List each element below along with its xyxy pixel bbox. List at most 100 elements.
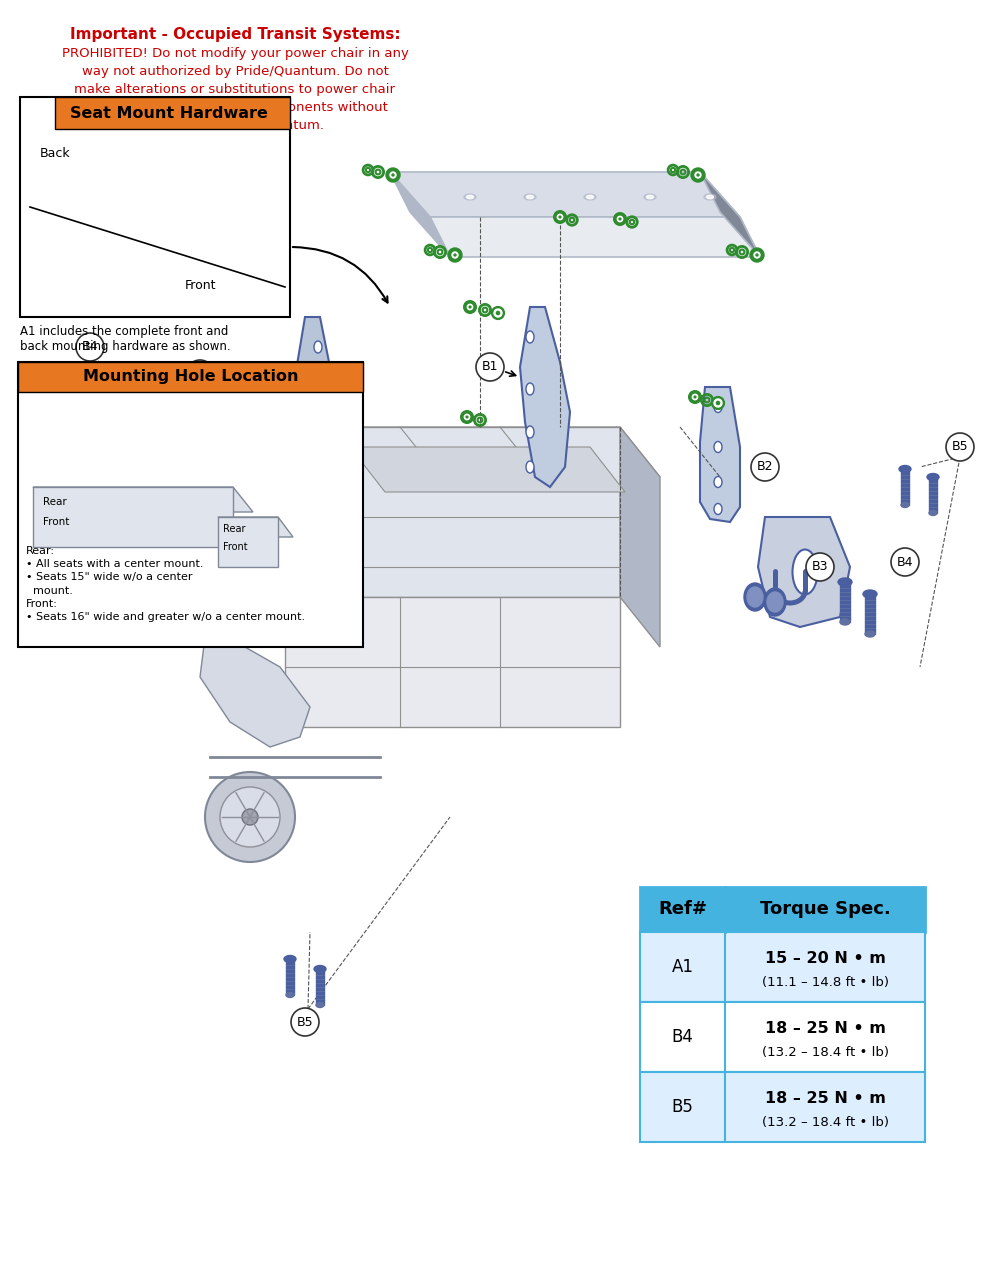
Ellipse shape (901, 503, 909, 508)
Circle shape (461, 411, 473, 423)
Bar (125, 392, 135, 432)
Ellipse shape (464, 194, 476, 200)
Ellipse shape (524, 194, 536, 200)
Text: B3: B3 (192, 367, 208, 380)
Text: PROHIBITED! Do not modify your power chair in any
way not authorized by Pride/Qu: PROHIBITED! Do not modify your power cha… (62, 47, 408, 132)
Circle shape (220, 787, 280, 848)
Circle shape (492, 307, 504, 319)
Polygon shape (285, 427, 660, 476)
Circle shape (68, 160, 72, 165)
Circle shape (891, 549, 919, 576)
Bar (840, 582, 850, 622)
Ellipse shape (704, 194, 716, 200)
Circle shape (193, 200, 197, 204)
FancyBboxPatch shape (640, 1072, 925, 1142)
Circle shape (496, 312, 500, 314)
Text: A1 includes the complete front and
back mounting hardware as shown.: A1 includes the complete front and back … (20, 326, 231, 353)
Circle shape (24, 99, 52, 127)
Ellipse shape (706, 195, 714, 199)
Ellipse shape (838, 578, 852, 587)
Circle shape (806, 552, 834, 582)
Text: B5: B5 (672, 1098, 693, 1116)
Ellipse shape (314, 965, 326, 973)
Text: Rear: Rear (223, 525, 246, 533)
Text: Rear:
• All seats with a center mount.
• Seats 15" wide w/o a center
  mount.
Fr: Rear: • All seats with a center mount. •… (26, 546, 305, 622)
Ellipse shape (929, 511, 937, 516)
Text: B3: B3 (812, 560, 828, 574)
Bar (929, 476, 937, 513)
Text: (13.2 – 18.4 ft • lb): (13.2 – 18.4 ft • lb) (762, 1045, 889, 1059)
Circle shape (191, 198, 199, 207)
Circle shape (201, 239, 209, 248)
Polygon shape (33, 487, 253, 512)
Bar (100, 378, 110, 417)
Ellipse shape (747, 587, 763, 607)
Circle shape (554, 210, 566, 223)
FancyBboxPatch shape (640, 933, 925, 1002)
Circle shape (70, 196, 80, 208)
Ellipse shape (128, 423, 134, 430)
Circle shape (448, 248, 462, 262)
Circle shape (559, 217, 561, 218)
Text: Front: Front (185, 279, 216, 291)
Ellipse shape (314, 392, 322, 403)
Text: Front: Front (223, 542, 248, 552)
Circle shape (751, 454, 779, 481)
Polygon shape (430, 217, 760, 257)
Circle shape (467, 304, 473, 309)
Bar (901, 469, 909, 506)
Circle shape (205, 772, 295, 862)
Polygon shape (390, 172, 740, 217)
Circle shape (65, 157, 75, 167)
Ellipse shape (863, 590, 877, 598)
Circle shape (73, 200, 77, 204)
Circle shape (750, 248, 764, 262)
Circle shape (695, 172, 701, 177)
Ellipse shape (127, 412, 143, 432)
Text: Seat Mount Hardware: Seat Mount Hardware (70, 105, 268, 120)
Ellipse shape (584, 194, 596, 200)
Circle shape (464, 300, 476, 313)
Text: (13.2 – 18.4 ft • lb): (13.2 – 18.4 ft • lb) (762, 1116, 889, 1129)
FancyBboxPatch shape (18, 362, 363, 647)
Ellipse shape (124, 408, 146, 436)
Ellipse shape (744, 583, 766, 611)
Ellipse shape (865, 631, 875, 637)
Text: Front: Front (43, 517, 69, 527)
Text: B4: B4 (672, 1028, 693, 1047)
Circle shape (476, 353, 504, 381)
Ellipse shape (284, 955, 296, 963)
Text: Ref#: Ref# (658, 901, 707, 919)
Circle shape (76, 333, 104, 361)
Bar (316, 969, 324, 1005)
Text: A1: A1 (672, 958, 694, 976)
Polygon shape (285, 427, 325, 647)
Circle shape (69, 161, 71, 162)
Text: B1: B1 (482, 361, 498, 374)
Polygon shape (520, 307, 570, 487)
Ellipse shape (586, 195, 594, 199)
Circle shape (691, 169, 705, 182)
Ellipse shape (714, 441, 722, 452)
Circle shape (617, 217, 623, 222)
Text: A1: A1 (29, 106, 47, 120)
FancyBboxPatch shape (18, 362, 363, 392)
Text: B4: B4 (82, 341, 98, 353)
Polygon shape (700, 386, 740, 522)
Ellipse shape (927, 474, 939, 480)
Circle shape (469, 307, 471, 308)
Ellipse shape (98, 372, 112, 381)
Ellipse shape (840, 620, 850, 625)
Circle shape (392, 174, 394, 176)
Ellipse shape (286, 992, 294, 997)
Ellipse shape (714, 476, 722, 488)
Circle shape (716, 402, 720, 404)
Circle shape (692, 394, 698, 399)
Polygon shape (200, 627, 310, 748)
Text: B5: B5 (297, 1015, 313, 1029)
Ellipse shape (148, 428, 154, 435)
Ellipse shape (466, 195, 474, 199)
Polygon shape (390, 172, 450, 257)
Ellipse shape (526, 195, 534, 199)
Polygon shape (218, 517, 293, 537)
